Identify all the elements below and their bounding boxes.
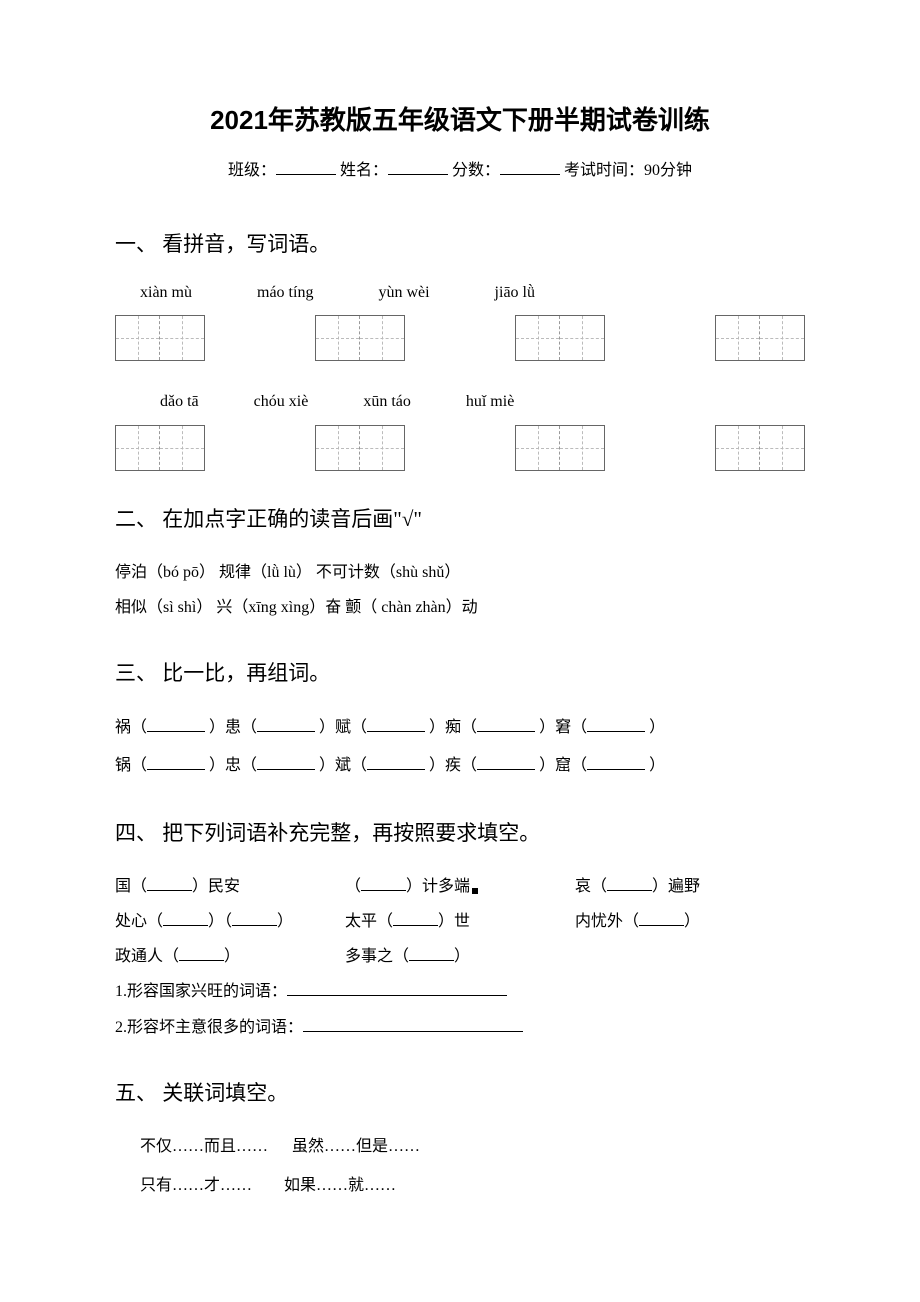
text: ）计多端 bbox=[406, 878, 470, 895]
text: ） bbox=[224, 948, 240, 965]
text: 锅（ bbox=[115, 757, 147, 774]
text: 虽然……但是…… bbox=[292, 1138, 420, 1155]
char-box bbox=[515, 425, 605, 471]
char-box bbox=[715, 425, 805, 471]
section-3-heading: 三、 比一比，再组词。 bbox=[115, 657, 805, 691]
section-1: 一、 看拼音，写词语。 xiàn mù máo tíng yùn wèi jiā… bbox=[115, 228, 805, 471]
section-5-line-1: 不仅……而且…… 虽然……但是…… bbox=[140, 1128, 805, 1166]
pinyin-item: yùn wèi bbox=[378, 280, 429, 306]
text: ） bbox=[684, 913, 700, 930]
pinyin-item: huǐ miè bbox=[466, 389, 514, 415]
char-box bbox=[515, 315, 605, 361]
pinyin-item: máo tíng bbox=[257, 280, 313, 306]
section-4-q2: 2.形容坏主意很多的词语： bbox=[115, 1010, 805, 1045]
text: ） bbox=[649, 757, 665, 774]
text: 国（ bbox=[115, 878, 147, 895]
center-dot-icon bbox=[472, 888, 478, 894]
text: ）窘（ bbox=[539, 719, 587, 736]
pinyin-item: jiāo lǜ bbox=[495, 280, 535, 306]
section-5-heading: 五、 关联词填空。 bbox=[115, 1077, 805, 1111]
section-5: 五、 关联词填空。 不仅……而且…… 虽然……但是…… 只有……才…… 如果……… bbox=[115, 1077, 805, 1205]
section-4-row-3: 政通人（ ） 多事之（ ） bbox=[115, 939, 805, 974]
text: 1.形容国家兴旺的词语： bbox=[115, 983, 287, 1000]
section-3-row-1: 祸（ ）患（ ）赋（ ）痴（ ）窘（ ） bbox=[115, 709, 805, 747]
pinyin-row-1: xiàn mù máo tíng yùn wèi jiāo lǜ bbox=[140, 280, 805, 306]
pinyin-item: dǎo tā bbox=[160, 389, 199, 415]
text: ）患（ bbox=[209, 719, 257, 736]
time-label: 考试时间：90分钟 bbox=[564, 162, 692, 179]
text: 内忧外（ bbox=[575, 913, 639, 930]
text: 处心（ bbox=[115, 913, 163, 930]
page-title: 2021年苏教版五年级语文下册半期试卷训练 bbox=[115, 100, 805, 142]
text: ）赋（ bbox=[319, 719, 367, 736]
text: ）忠（ bbox=[209, 757, 257, 774]
section-1-heading: 一、 看拼音，写词语。 bbox=[115, 228, 805, 262]
pinyin-item: xiàn mù bbox=[140, 280, 192, 306]
class-label: 班级： bbox=[228, 162, 276, 179]
char-box bbox=[115, 425, 205, 471]
text: ）斌（ bbox=[319, 757, 367, 774]
text: ）遍野 bbox=[652, 878, 700, 895]
char-box bbox=[315, 315, 405, 361]
text: ）痴（ bbox=[429, 719, 477, 736]
box-row-1 bbox=[115, 315, 805, 361]
section-5-line-2: 只有……才…… 如果……就…… bbox=[140, 1167, 805, 1205]
text: 只有……才…… bbox=[140, 1177, 252, 1194]
text: 祸（ bbox=[115, 719, 147, 736]
char-box bbox=[115, 315, 205, 361]
pinyin-item: xūn táo bbox=[363, 389, 411, 415]
text: ）（ bbox=[208, 913, 232, 930]
text: 多事之（ bbox=[345, 948, 409, 965]
char-box bbox=[715, 315, 805, 361]
text: ）世 bbox=[438, 913, 470, 930]
text: 如果……就…… bbox=[284, 1177, 396, 1194]
text: ）窟（ bbox=[539, 757, 587, 774]
name-label: 姓名： bbox=[340, 162, 388, 179]
text: ） bbox=[454, 948, 470, 965]
section-2-line-1: 停泊（bó pō） 规律（lǜ lù） 不可计数（shù shǔ） bbox=[115, 555, 805, 590]
text: 不仅……而且…… bbox=[140, 1138, 268, 1155]
section-4-row-1: 国（ ）民安 （ ）计多端 哀（ ）遍野 bbox=[115, 869, 805, 904]
text: ）疾（ bbox=[429, 757, 477, 774]
score-label: 分数： bbox=[452, 162, 500, 179]
section-3: 三、 比一比，再组词。 祸（ ）患（ ）赋（ ）痴（ ）窘（ ） 锅（ ）忠（ … bbox=[115, 657, 805, 785]
text: 太平（ bbox=[345, 913, 393, 930]
section-4-heading: 四、 把下列词语补充完整，再按照要求填空。 bbox=[115, 817, 805, 851]
pinyin-item: chóu xiè bbox=[254, 389, 309, 415]
section-4-row-2: 处心（ ）（ ） 太平（ ）世 内忧外（ ） bbox=[115, 904, 805, 939]
section-4-q1: 1.形容国家兴旺的词语： bbox=[115, 974, 805, 1009]
text: ）民安 bbox=[192, 878, 240, 895]
section-4: 四、 把下列词语补充完整，再按照要求填空。 国（）民安 （）计多端 哀（）遍野 … bbox=[115, 817, 805, 1045]
char-box bbox=[315, 425, 405, 471]
text: （ bbox=[345, 878, 361, 895]
box-row-2 bbox=[115, 425, 805, 471]
section-2: 二、 在加点字正确的读音后画"√" 停泊（bó pō） 规律（lǜ lù） 不可… bbox=[115, 503, 805, 625]
text: 哀（ bbox=[575, 878, 607, 895]
section-2-heading: 二、 在加点字正确的读音后画"√" bbox=[115, 503, 805, 537]
pinyin-row-2: dǎo tā chóu xiè xūn táo huǐ miè bbox=[160, 389, 805, 415]
text: 2.形容坏主意很多的词语： bbox=[115, 1019, 303, 1036]
text: ） bbox=[649, 719, 665, 736]
info-line: 班级： 姓名： 分数： 考试时间：90分钟 bbox=[115, 158, 805, 184]
section-2-line-2: 相似（sì shì） 兴（xīng xìng）奋 颤（ chàn zhàn）动 bbox=[115, 590, 805, 625]
text: 政通人（ bbox=[115, 948, 179, 965]
text: ） bbox=[277, 913, 293, 930]
section-3-row-2: 锅（ ）忠（ ）斌（ ）疾（ ）窟（ ） bbox=[115, 747, 805, 785]
